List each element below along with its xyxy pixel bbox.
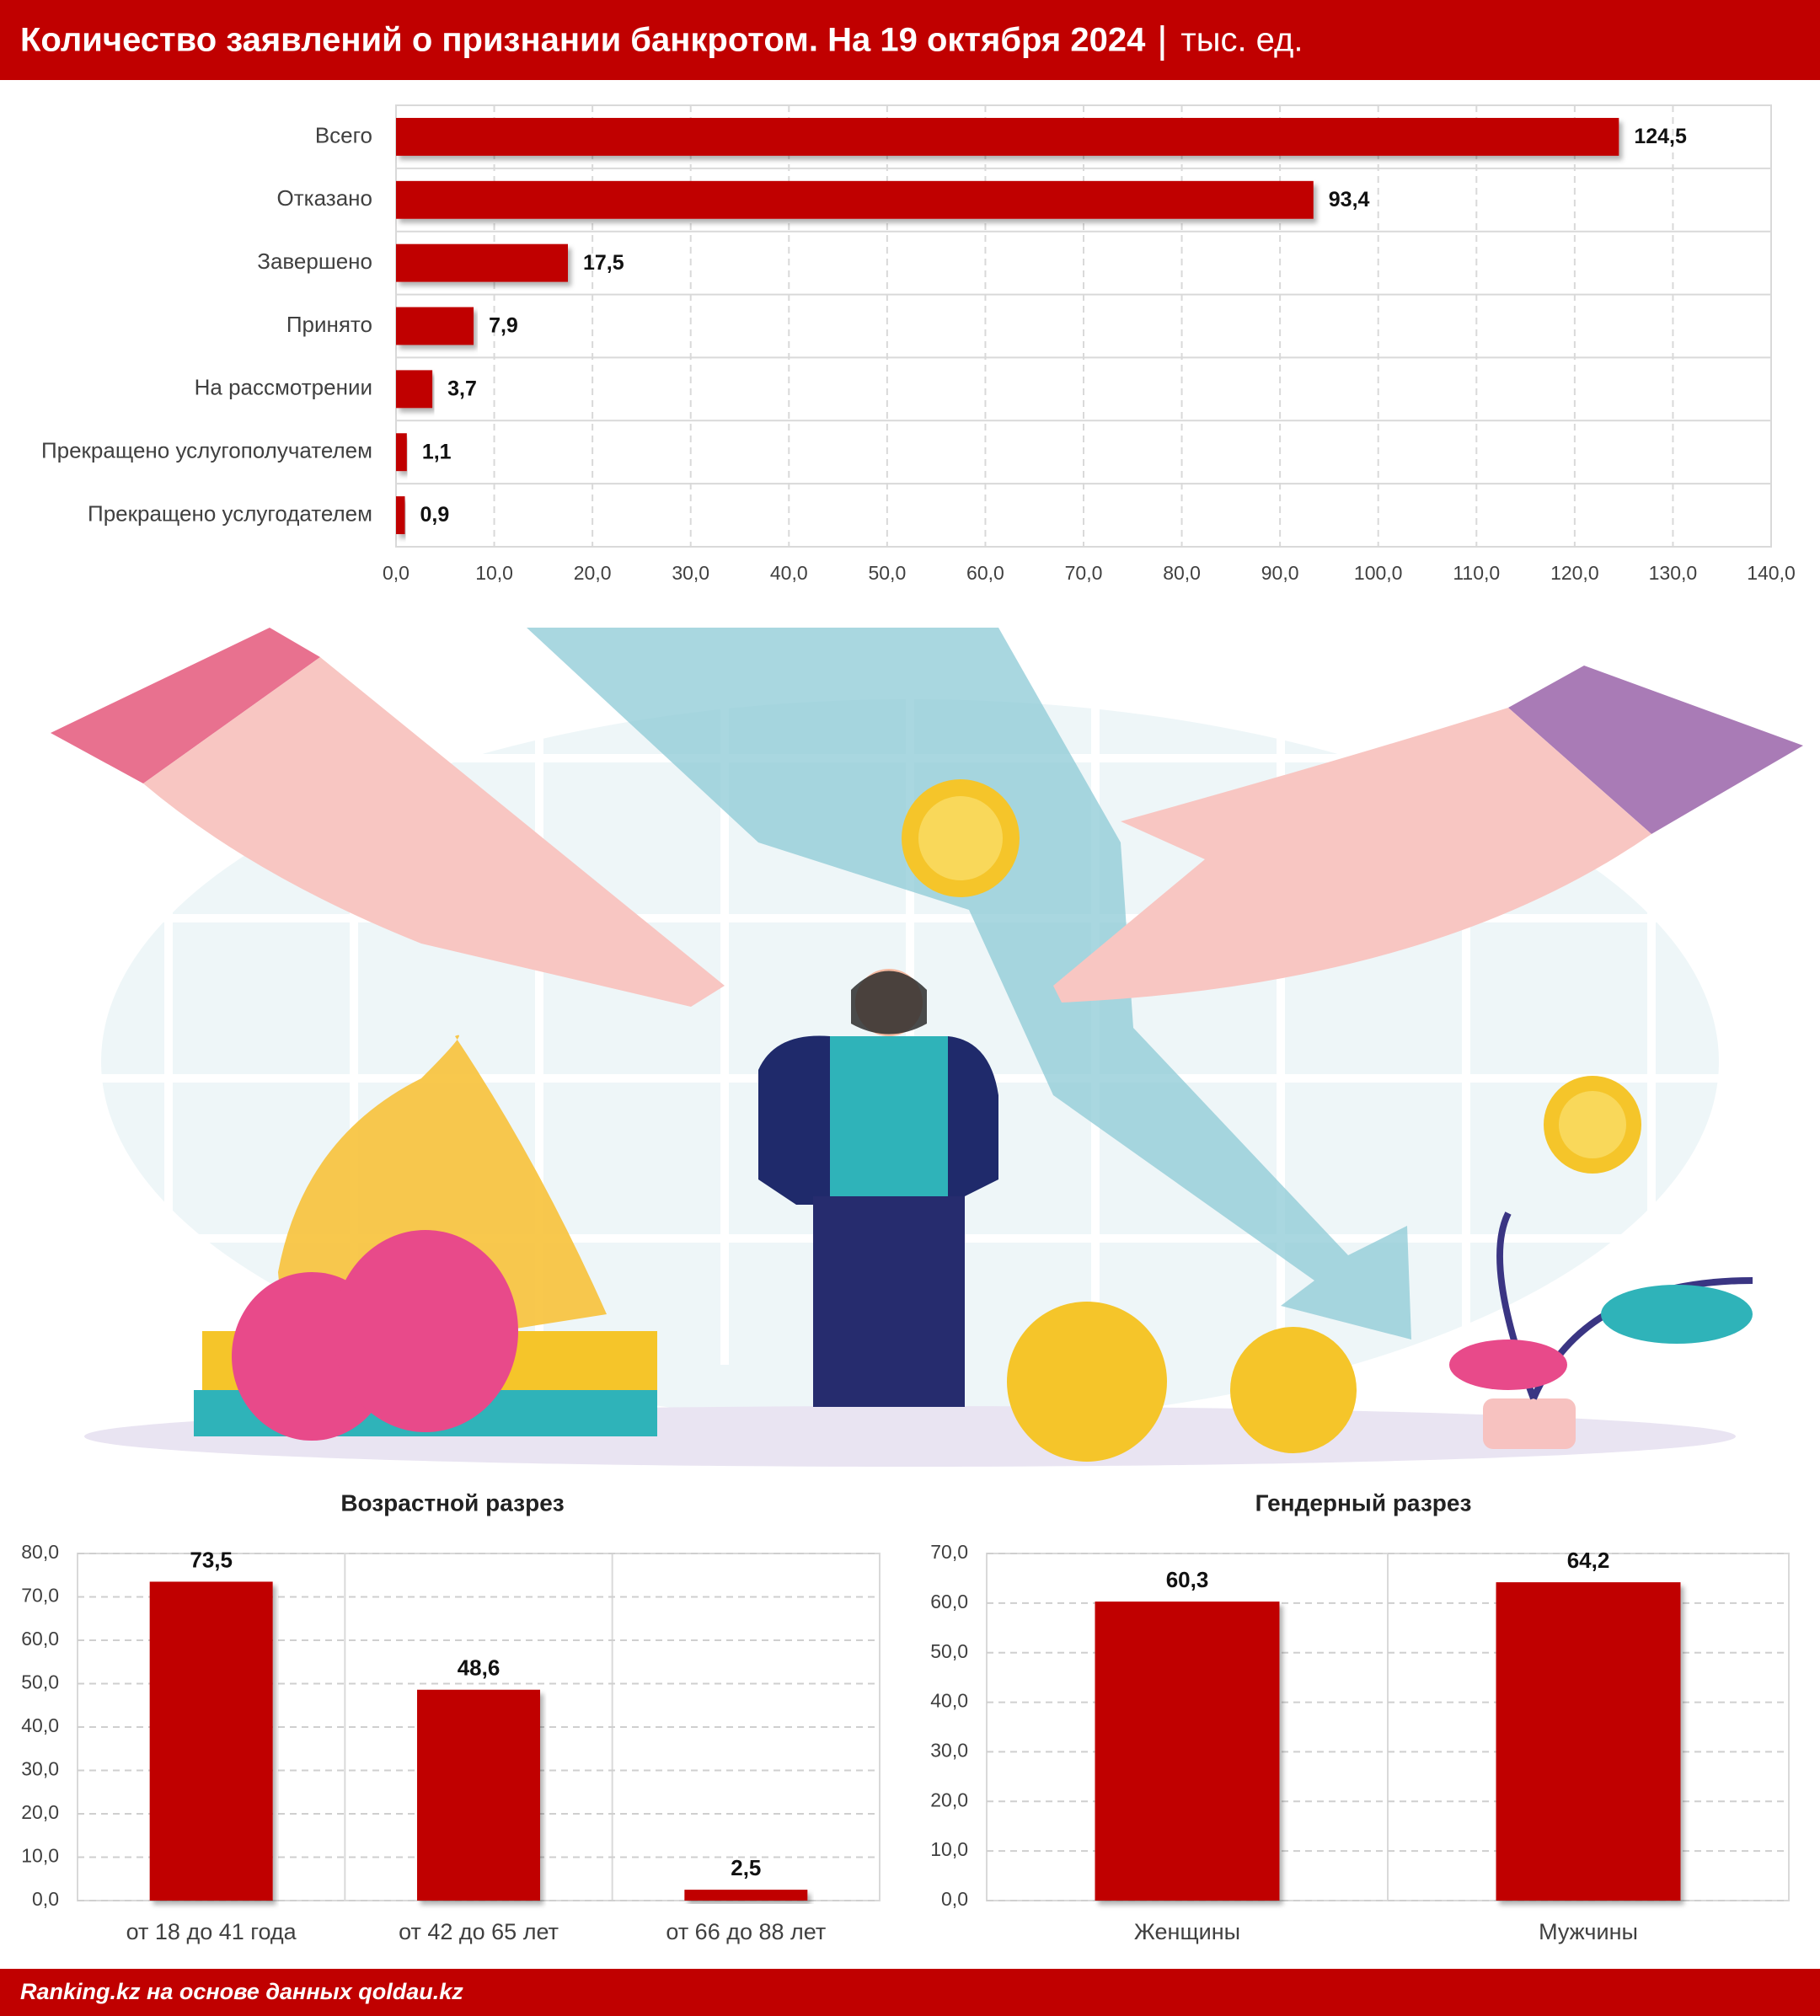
footer-bar <box>0 1969 1820 2016</box>
y-tick-label: 30,0 <box>930 1740 968 1762</box>
y-tick-label: 10,0 <box>21 1845 59 1867</box>
y-tick-label: 40,0 <box>930 1690 968 1712</box>
value-label: 2,5 <box>731 1855 761 1880</box>
category-label: Всего <box>315 122 372 147</box>
category-label: Отказано <box>277 185 372 211</box>
x-tick-label: 90,0 <box>1261 562 1299 584</box>
x-tick-label: 100,0 <box>1354 562 1403 584</box>
value-label: 1,1 <box>422 440 452 463</box>
y-tick-label: 60,0 <box>930 1591 968 1612</box>
value-label: 48,6 <box>458 1655 500 1681</box>
y-tick-label: 10,0 <box>930 1838 968 1860</box>
bar <box>396 370 433 409</box>
value-label: 60,3 <box>1166 1567 1209 1592</box>
value-label: 17,5 <box>583 251 624 275</box>
y-tick-label: 60,0 <box>21 1628 59 1650</box>
category-label: от 42 до 65 лет <box>399 1919 559 1944</box>
x-tick-label: 40,0 <box>770 562 808 584</box>
plot-frame <box>395 104 1772 548</box>
y-tick-label: 50,0 <box>21 1671 59 1693</box>
illustration <box>51 628 1803 1467</box>
value-label: 3,7 <box>447 377 477 400</box>
chart-title: Гендерный разрез <box>1255 1489 1472 1516</box>
bar <box>1095 1602 1280 1901</box>
bar <box>417 1689 540 1901</box>
category-label: Завершено <box>257 249 372 274</box>
value-label: 124,5 <box>1634 125 1687 148</box>
x-tick-label: 140,0 <box>1747 562 1796 584</box>
category-label: от 66 до 88 лет <box>666 1919 826 1944</box>
y-tick-label: 70,0 <box>21 1585 59 1607</box>
value-label: 93,4 <box>1329 188 1370 211</box>
y-tick-label: 0,0 <box>941 1888 968 1910</box>
bar <box>396 433 407 472</box>
x-tick-label: 80,0 <box>1163 562 1201 584</box>
y-tick-label: 30,0 <box>21 1758 59 1780</box>
source-note: Ranking.kz на основе данных qoldau.kz <box>20 1979 463 2004</box>
bar <box>396 117 1619 156</box>
category-label: Женщины <box>1134 1919 1240 1944</box>
value-label: 73,5 <box>190 1547 233 1572</box>
bar <box>684 1890 808 1901</box>
y-tick-label: 20,0 <box>21 1801 59 1823</box>
category-label: Мужчины <box>1539 1919 1638 1944</box>
x-tick-label: 20,0 <box>574 562 612 584</box>
y-tick-label: 70,0 <box>930 1541 968 1563</box>
x-tick-label: 110,0 <box>1453 562 1500 584</box>
x-tick-label: 120,0 <box>1550 562 1599 584</box>
header-unit: тыс. ед. <box>1180 22 1303 59</box>
bar <box>396 496 405 535</box>
category-label: На рассмотрении <box>195 375 372 400</box>
y-tick-label: 50,0 <box>930 1640 968 1662</box>
category-label: Прекращено услугодателем <box>88 500 372 526</box>
x-tick-label: 10,0 <box>475 562 513 584</box>
x-tick-label: 30,0 <box>672 562 709 584</box>
y-tick-label: 80,0 <box>21 1541 59 1563</box>
category-label: от 18 до 41 года <box>126 1919 297 1944</box>
value-label: 7,9 <box>489 314 518 338</box>
bar <box>396 307 474 345</box>
y-tick-label: 20,0 <box>930 1789 968 1810</box>
y-tick-label: 0,0 <box>32 1888 59 1910</box>
bar <box>1496 1582 1681 1901</box>
header-title: Количество заявлений о признании банкрот… <box>20 22 1146 59</box>
header-bar <box>0 0 1820 80</box>
bar <box>149 1581 273 1901</box>
chart-title: Возрастной разрез <box>340 1489 564 1516</box>
x-tick-label: 60,0 <box>966 562 1004 584</box>
separator <box>1160 25 1164 61</box>
x-tick-label: 50,0 <box>868 562 906 584</box>
category-label: Принято <box>286 312 372 337</box>
y-tick-label: 40,0 <box>21 1714 59 1736</box>
category-label: Прекращено услугополучателем <box>41 438 372 463</box>
bar <box>396 243 568 282</box>
x-tick-label: 70,0 <box>1065 562 1103 584</box>
x-tick-label: 0,0 <box>383 562 410 584</box>
bar <box>396 180 1314 219</box>
value-label: 64,2 <box>1567 1548 1610 1573</box>
x-tick-label: 130,0 <box>1649 562 1698 584</box>
value-label: 0,9 <box>420 503 449 527</box>
